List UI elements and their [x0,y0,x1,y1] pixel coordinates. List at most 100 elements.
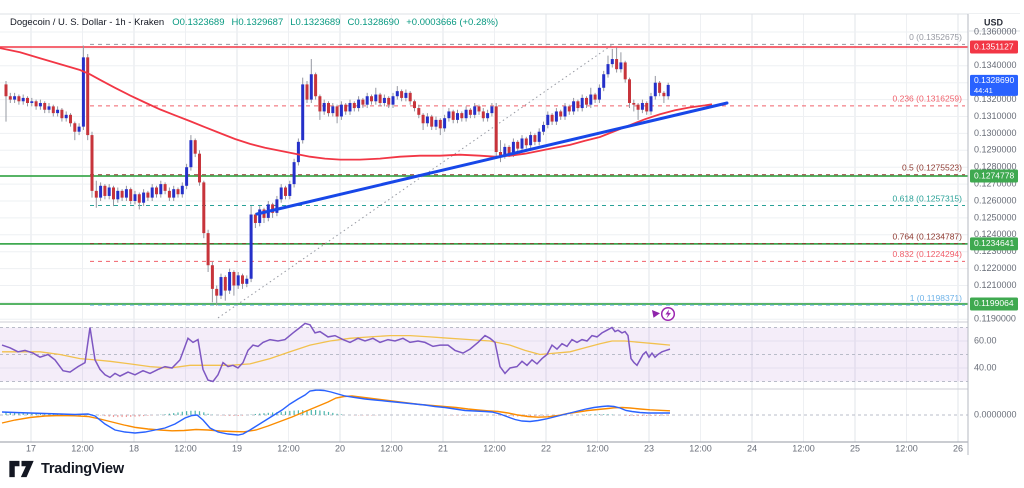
candle-body [490,106,494,114]
price-tick-label: 0.1190000 [974,314,1016,324]
candle-body [129,189,133,202]
macd-histogram-bar [164,414,166,415]
macd-tick-label: 0.0000000 [974,409,1017,419]
candle-body [619,62,623,70]
candle-body [597,87,601,100]
candle-body [554,111,558,122]
time-axis-panel[interactable]: 17 12:00 18 12:00 19 12:00 20 12:00 21 12:00 22 12:… [26,443,963,453]
fib-label: 0.618 (0.1257315) [893,193,963,203]
price-badge[interactable] [970,169,1018,183]
candle-body [606,64,610,75]
candle-body [241,275,244,284]
price-badge[interactable] [970,40,1018,54]
candle-body [589,94,593,105]
candle-body [451,111,455,120]
macd-histogram-bar [181,411,183,415]
price-badge[interactable] [970,237,1018,251]
macd-histogram-bar [9,412,11,415]
candle-body [279,187,283,200]
candle-body [421,114,425,124]
macd-histogram-bar [44,414,46,415]
macd-histogram-bar [456,415,459,416]
macd-histogram-bar [646,415,648,417]
candle-body [628,79,631,103]
candle-body [124,189,128,198]
candle-body [236,275,240,286]
price-badge-value: 0.1351127 [974,41,1014,51]
price-tick-label: 0.1340000 [974,60,1017,70]
candle-body [314,74,318,97]
macd-histogram-bar [147,415,149,416]
candle-body [322,102,326,112]
candle-body [447,111,451,119]
price-badge[interactable] [970,74,1018,96]
macd-histogram-bar [461,415,463,416]
candle-body [180,185,184,195]
candle-body [103,185,107,196]
macd-histogram-bar [104,415,106,417]
candle-body [271,204,275,213]
grid-layer [0,14,968,442]
tradingview-logo-text: TradingView [41,461,124,477]
candle-body [507,146,511,154]
price-tick-label: 0.1250000 [974,212,1017,222]
candle-body [645,102,649,112]
candle-body [365,96,369,105]
dotted-trendline[interactable] [217,44,613,319]
fib-label: 0.5 (0.1275523) [902,163,962,173]
macd-histogram-bar [26,413,29,415]
candle-body [473,106,477,115]
fib-retracement-layer[interactable]: 0 (0.1352675) 0.236 (0.1316259) 0.5 (0.127… [90,32,965,306]
price-tick-label: 0.1320000 [974,94,1017,104]
macd-histogram-bar [603,414,605,415]
candle-body [477,106,481,112]
candle-body [550,114,554,122]
macd-histogram-bar [590,414,592,415]
candle-body [172,189,176,198]
macd-histogram-bar [508,415,510,417]
trendline-blue[interactable] [255,101,729,216]
candle-body [198,153,201,183]
price-tick-label: 0.1230000 [974,246,1017,256]
macd-histogram-bar [39,414,41,415]
candle-body [499,151,502,156]
candle-body [615,59,619,70]
price-tick-label: 0.1270000 [974,178,1017,188]
tradingview-logo[interactable]: TradingView [8,458,124,480]
candle-body [503,146,507,156]
macd-histogram-bar [48,414,50,415]
candle-body [206,233,210,266]
candle-body [275,199,279,213]
symbol-title[interactable]: Dogecoin / U. S. Dollar - 1h - Kraken [10,17,165,28]
candle-body [245,278,249,284]
fib-label: 0 (0.1352675) [909,32,962,42]
price-badge[interactable] [970,297,1018,311]
candle-body [90,135,94,191]
time-tick-label: 12:00 [792,443,815,453]
time-tick-label: 19 [232,443,242,453]
candle-body [348,102,352,112]
flash-marker-icon[interactable] [648,302,680,326]
rsi-tick-label: 60.00 [974,335,997,345]
candle-body [516,141,520,149]
candle-body [434,119,438,127]
macd-pane-layer [0,389,968,436]
fib-label: 0.764 (0.1234787) [893,231,963,241]
candle-body [258,209,262,223]
macd-histogram-bar [465,415,467,416]
macd-histogram-bar [280,411,282,415]
price-tick-label: 0.1220000 [974,263,1017,273]
candle-body [8,96,12,100]
candle-body [382,97,386,103]
dividers-layer [0,13,1020,443]
chart-legend[interactable]: Dogecoin / U. S. Dollar - 1h - Kraken O0… [10,17,498,28]
candle-body [64,114,68,119]
candle-body [404,92,408,98]
macd-histogram-bar [254,413,256,415]
candle-body [17,96,21,102]
price-tick-label: 0.1360000 [974,26,1017,36]
candle-body [56,109,60,114]
